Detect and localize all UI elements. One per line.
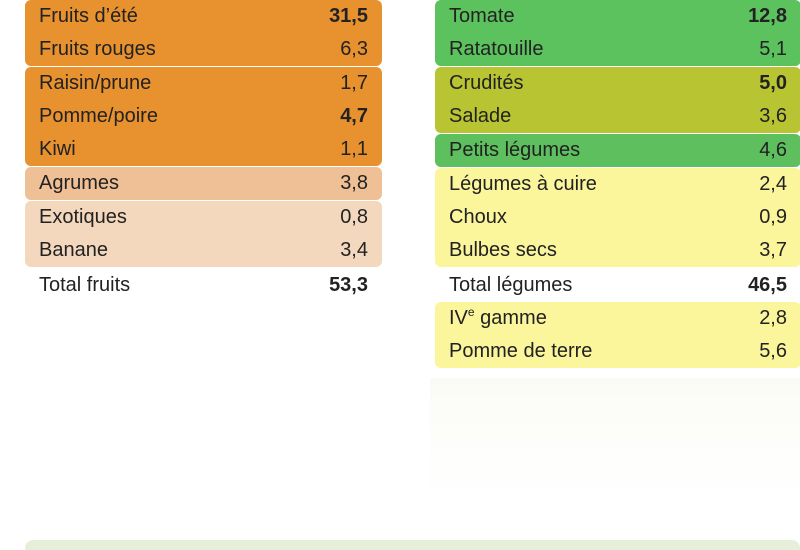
table-row: IVe gamme 2,8 <box>435 302 800 335</box>
row-value: 3,8 <box>340 172 368 194</box>
row-value: 12,8 <box>748 5 787 27</box>
row-label: Salade <box>449 105 512 127</box>
row-value: 1,1 <box>340 138 368 160</box>
row-label: Raisin/prune <box>39 72 152 94</box>
row-label: Choux <box>449 206 507 228</box>
row-label: Crudités <box>449 72 524 94</box>
table-row: Crudités 5,0 <box>435 67 800 100</box>
row-label-rest: gamme <box>474 307 547 329</box>
row-value: 3,4 <box>340 239 368 261</box>
table-row: Agrumes 3,8 <box>25 167 382 200</box>
total-label: Total fruits <box>39 273 131 296</box>
table-row: Choux 0,9 <box>435 201 800 234</box>
total-value: 53,3 <box>329 273 368 296</box>
row-label-main: IV <box>449 307 468 329</box>
row-label: Fruits d’été <box>39 5 138 27</box>
row-label: Fruits rouges <box>39 38 156 60</box>
fruits-group-citrus: Agrumes 3,8 <box>25 167 382 200</box>
bottom-band <box>25 540 800 550</box>
row-value: 2,4 <box>759 173 787 195</box>
row-value: 1,7 <box>340 72 368 94</box>
row-value: 6,3 <box>340 38 368 60</box>
row-value: 2,8 <box>759 307 787 329</box>
total-value: 46,5 <box>748 273 787 296</box>
row-label: Bulbes secs <box>449 239 557 261</box>
row-label: Petits légumes <box>449 139 581 161</box>
fruits-group-orange: Fruits d’été 31,5 Fruits rouges 6,3 <box>25 0 382 66</box>
row-value: 0,8 <box>340 206 368 228</box>
row-value: 4,6 <box>759 139 787 161</box>
row-label-superscript: e <box>467 305 475 319</box>
row-value: 5,0 <box>759 72 787 94</box>
row-value: 3,6 <box>759 105 787 127</box>
table-row: Exotiques 0,8 <box>25 201 382 234</box>
row-label: Pomme de terre <box>449 340 593 362</box>
table-row: Bulbes secs 3,7 <box>435 234 800 267</box>
table-row: Pomme de terre 5,6 <box>435 335 800 368</box>
row-value: 5,1 <box>759 38 787 60</box>
table-row: Ratatouille 5,1 <box>435 33 800 66</box>
veg-group-yellow: Légumes à cuire 2,4 Choux 0,9 Bulbes sec… <box>435 168 800 267</box>
table-row: Fruits d’été 31,5 <box>25 0 382 33</box>
total-label: Total légumes <box>449 273 573 296</box>
row-label: Pomme/poire <box>39 105 158 127</box>
row-value: 3,7 <box>759 239 787 261</box>
table-row: Banane 3,4 <box>25 234 382 267</box>
veg-group-extra: IVe gamme 2,8 Pomme de terre 5,6 <box>435 302 800 368</box>
veg-group-olive: Crudités 5,0 Salade 3,6 <box>435 67 800 133</box>
row-label: IVe gamme <box>449 305 547 330</box>
row-value: 0,9 <box>759 206 787 228</box>
row-label: Exotiques <box>39 206 127 228</box>
table-row: Salade 3,6 <box>435 100 800 133</box>
table-row: Légumes à cuire 2,4 <box>435 168 800 201</box>
row-label: Ratatouille <box>449 38 544 60</box>
row-label: Tomate <box>449 5 515 27</box>
veg-group-small: Petits légumes 4,6 <box>435 134 800 167</box>
fruits-group-orange-2: Raisin/prune 1,7 Pomme/poire 4,7 Kiwi 1,… <box>25 67 382 166</box>
faint-background-area <box>430 378 800 498</box>
row-value: 31,5 <box>329 5 368 27</box>
veg-group-green: Tomate 12,8 Ratatouille 5,1 <box>435 0 800 66</box>
fruits-group-exotic: Exotiques 0,8 Banane 3,4 <box>25 201 382 267</box>
row-value: 4,7 <box>340 105 368 127</box>
table-row: Petits légumes 4,6 <box>435 134 800 167</box>
vegetables-total-row: Total légumes 46,5 <box>435 268 800 302</box>
vegetables-table: Tomate 12,8 Ratatouille 5,1 Crudités 5,0… <box>435 0 800 369</box>
table-row: Tomate 12,8 <box>435 0 800 33</box>
row-value: 5,6 <box>759 340 787 362</box>
row-label: Légumes à cuire <box>449 173 597 195</box>
table-row: Pomme/poire 4,7 <box>25 100 382 133</box>
row-label: Banane <box>39 239 108 261</box>
fruits-table: Fruits d’été 31,5 Fruits rouges 6,3 Rais… <box>25 0 382 302</box>
row-label: Agrumes <box>39 172 120 194</box>
fruits-total-row: Total fruits 53,3 <box>25 268 382 302</box>
table-row: Kiwi 1,1 <box>25 133 382 166</box>
table-row: Fruits rouges 6,3 <box>25 33 382 66</box>
row-label: Kiwi <box>39 138 76 160</box>
table-row: Raisin/prune 1,7 <box>25 67 382 100</box>
